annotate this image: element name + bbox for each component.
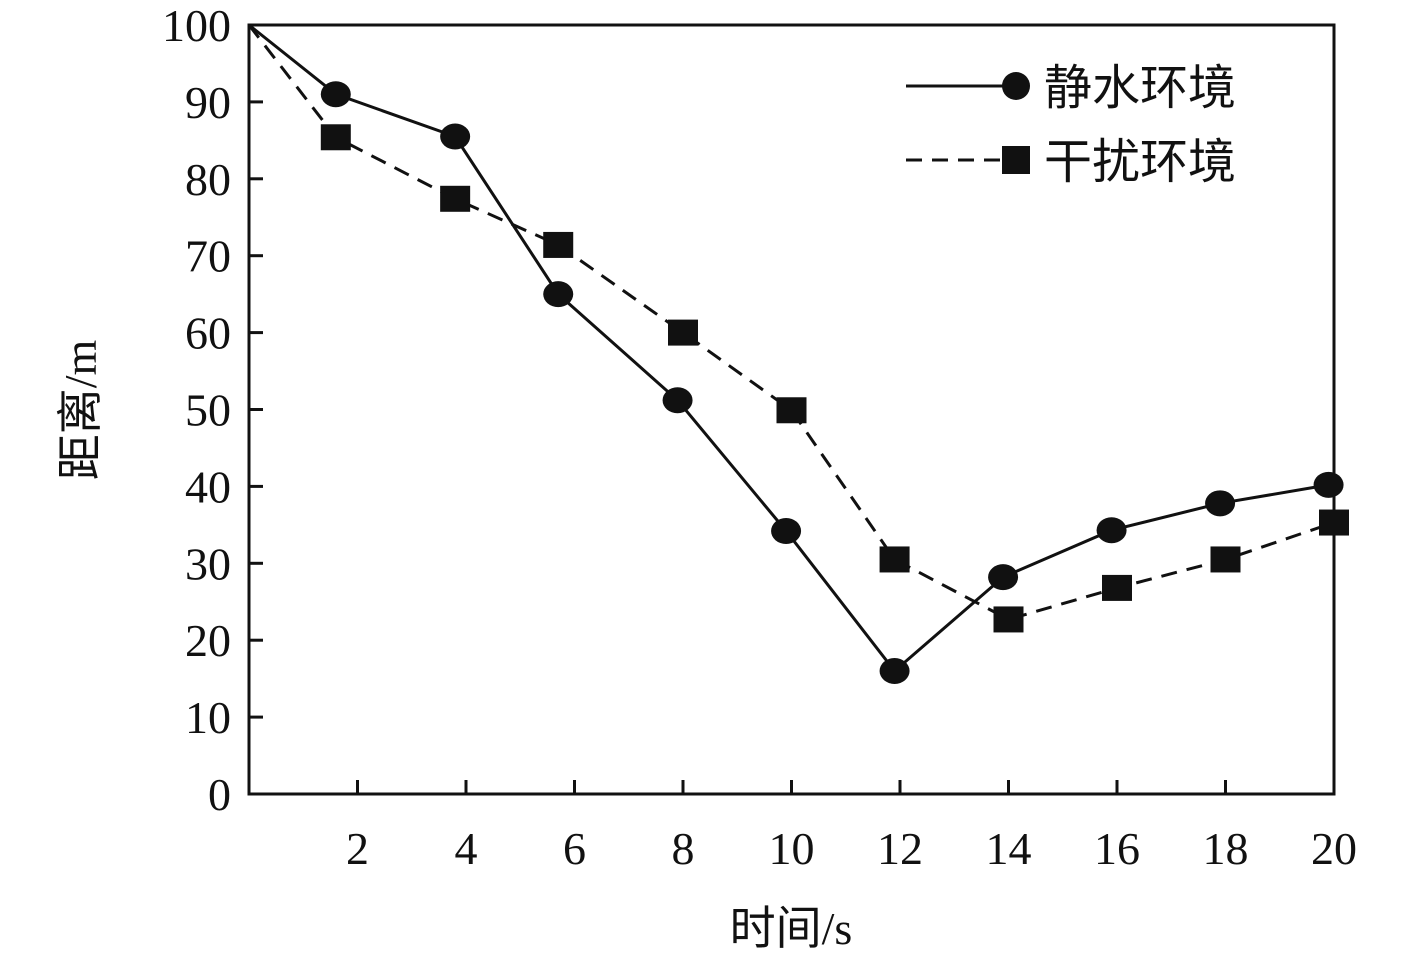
y-tick-label: 80 — [185, 154, 231, 205]
data-point-circle — [988, 564, 1019, 591]
data-point-circle — [771, 518, 802, 545]
data-point-square — [668, 319, 698, 346]
data-point-square — [1210, 546, 1241, 573]
x-tick-label: 10 — [769, 823, 815, 874]
data-point-circle — [1313, 471, 1344, 498]
data-point-circle — [543, 281, 574, 308]
legend-label-disturbed: 干扰环境 — [1044, 136, 1236, 189]
data-point-circle — [1205, 490, 1236, 517]
data-point-square — [879, 546, 910, 573]
data-point-circle — [440, 123, 471, 150]
x-tick-label: 8 — [672, 823, 695, 874]
y-axis-ticks: 0 10 20 30 40 50 60 70 80 90 100 — [162, 0, 263, 820]
x-axis-title: 时间/s — [730, 903, 853, 954]
legend-marker-static-water — [1002, 72, 1030, 100]
y-tick-label: 60 — [185, 308, 231, 359]
series-2 — [247, 24, 1349, 633]
y-tick-label: 10 — [185, 692, 231, 743]
x-tick-label: 16 — [1094, 823, 1140, 874]
x-tick-label: 6 — [563, 823, 586, 874]
data-point-square — [320, 124, 351, 151]
y-tick-label: 70 — [185, 231, 231, 282]
data-point-circle — [1096, 517, 1127, 544]
data-point-square — [440, 185, 471, 212]
data-point-circle — [320, 81, 351, 108]
y-axis-title: 距离/m — [55, 340, 106, 481]
legend-marker-disturbed — [1002, 146, 1030, 174]
legend-label-static-water: 静水环境 — [1044, 62, 1236, 115]
x-tick-label: 20 — [1311, 823, 1357, 874]
x-tick-label: 2 — [346, 823, 369, 874]
y-tick-label: 90 — [185, 77, 231, 128]
y-tick-label: 30 — [185, 538, 231, 589]
legend: 静水环境 干扰环境 — [906, 62, 1236, 189]
data-point-square — [1102, 574, 1132, 601]
series-1 — [248, 23, 1344, 684]
data-point-square — [993, 606, 1024, 633]
y-tick-label: 0 — [208, 769, 231, 820]
data-point-square — [1319, 509, 1349, 536]
y-tick-label: 40 — [185, 461, 231, 512]
y-tick-label: 100 — [162, 0, 231, 51]
data-point-circle — [662, 387, 693, 414]
data-point-square — [776, 397, 807, 424]
x-tick-label: 18 — [1203, 823, 1249, 874]
data-point-circle — [879, 657, 910, 684]
data-point-square — [543, 231, 574, 258]
series-layer — [247, 23, 1349, 684]
x-tick-label: 12 — [877, 823, 923, 874]
x-tick-label: 14 — [986, 823, 1032, 874]
y-tick-label: 20 — [185, 615, 231, 666]
y-tick-label: 50 — [185, 385, 231, 436]
x-axis-ticks: 2 4 6 8 10 12 14 16 18 20 — [346, 780, 1357, 874]
x-tick-label: 4 — [455, 823, 478, 874]
